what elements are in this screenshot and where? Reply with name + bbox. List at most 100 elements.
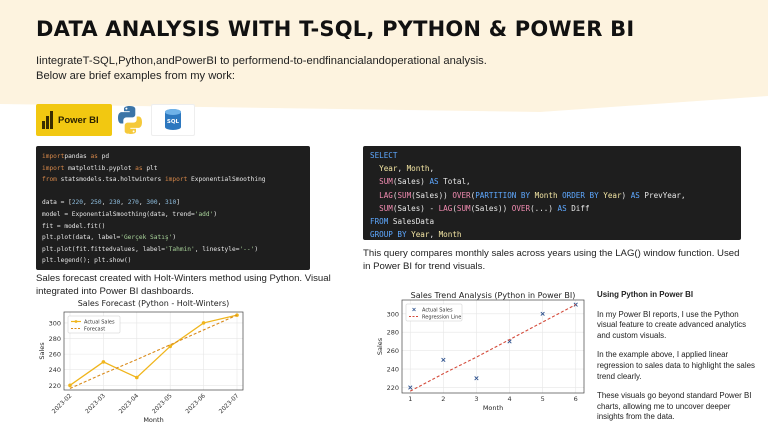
x-tick-label: 2023-02 <box>51 392 74 415</box>
powerbi-bars-icon <box>42 111 53 129</box>
python-code-line: plt.plot(fit.fittedvalues, label='Tahmin… <box>42 244 304 256</box>
side-panel-paragraph-1: In my Power BI reports, I use the Python… <box>597 309 747 340</box>
code-token: fit = model.fit() <box>42 222 106 230</box>
python-code-line: from statsmodels.tsa.holtwinters import … <box>42 174 304 186</box>
data-point <box>101 360 106 364</box>
code-token: SUM <box>456 203 471 213</box>
sql-code-line: LAG(SUM(Sales)) OVER(PARTITION BY Month … <box>370 189 734 202</box>
x-tick-label: 1 <box>408 395 412 403</box>
code-token: ORDER BY <box>562 190 599 200</box>
python-code-line: fit = model.fit() <box>42 221 304 233</box>
legend-swatch <box>412 307 416 312</box>
code-token <box>370 204 379 213</box>
python-logo <box>118 106 142 134</box>
y-tick-label: 300 <box>387 310 399 318</box>
code-token: data = [ <box>42 199 72 207</box>
python-code-block: importpandas as pd import matplotlib.pypl… <box>36 146 310 270</box>
code-token: 310 <box>165 199 177 207</box>
code-token: Month <box>534 190 558 200</box>
code-token: Year <box>379 164 398 174</box>
code-token: matplotlib.pyplot <box>64 164 136 172</box>
python-code-line: plt.plot(data, label='Gerçek Satış') <box>42 232 304 244</box>
sales-forecast-chart: 220 240 260 280 300 2023-02 2023-03 2023-04 2023… <box>38 299 244 424</box>
code-token: 270 <box>127 199 139 207</box>
y-tick-label: 280 <box>387 329 399 337</box>
code-token: import <box>164 176 188 184</box>
code-token: statsmodels.tsa.holtwinters <box>56 176 165 184</box>
data-point <box>408 385 413 390</box>
x-tick-label: 2023-06 <box>184 392 207 415</box>
powerbi-logo: Power BI <box>36 104 112 136</box>
code-token: PARTITION BY <box>475 190 531 200</box>
code-token: OVER <box>511 203 531 213</box>
code-token: ( <box>452 203 457 213</box>
sql-code-block: SELECT Year, Month, SUM(Sales) AS Total,… <box>363 146 741 240</box>
data-point <box>540 311 545 316</box>
y-tick-label: 240 <box>49 366 61 374</box>
sql-code-line: Year, Month, <box>370 162 734 175</box>
python-caption: Sales forecast created with Holt-Winters… <box>36 273 331 297</box>
code-token: Month <box>406 164 430 174</box>
y-tick-label: 220 <box>387 384 399 392</box>
python-code-line: plt.legend(); plt.show() <box>42 255 304 267</box>
code-token: , <box>397 164 407 174</box>
y-tick-label: 260 <box>387 347 399 355</box>
x-tick-label: 2023-05 <box>151 392 174 415</box>
side-panel-paragraph-2: In the example above, I applied linear r… <box>597 350 755 381</box>
code-token: pd <box>97 153 110 160</box>
legend-label: Actual Sales <box>84 320 115 326</box>
code-token: AS <box>557 203 567 213</box>
data-point <box>68 383 72 388</box>
code-token <box>370 191 379 200</box>
sales-trend-chart: 220 240 260 280 300 1 2 3 4 5 6 Actual SalesRegress… <box>376 291 585 412</box>
code-token: as <box>90 153 98 160</box>
code-token <box>370 177 379 186</box>
y-axis-label: Sales <box>376 337 384 355</box>
code-token: (Sales)) <box>411 190 453 200</box>
data-point <box>441 357 446 362</box>
code-token: SalesData <box>388 217 435 227</box>
code-token: ) <box>621 190 631 200</box>
code-token: Diff <box>566 203 590 213</box>
sql-code-line: SUM(Sales) - LAG(SUM(Sales)) OVER(...) A… <box>370 202 734 215</box>
code-token: ] <box>176 199 180 207</box>
code-token: , <box>429 164 435 174</box>
code-token: plt.plot(data, label= <box>42 234 121 242</box>
legend-label: Actual Sales <box>422 308 453 314</box>
code-token: model = ExponentialSmoothing(data, trend… <box>42 210 195 218</box>
x-tick-label: 2 <box>441 395 445 403</box>
code-token: ) <box>213 210 218 218</box>
code-token: 220 <box>71 199 83 207</box>
code-token: , <box>157 199 166 207</box>
code-token: 250 <box>90 199 102 207</box>
code-token: ExponentialSmoothing <box>187 176 266 184</box>
x-tick-label: 2023-07 <box>218 392 241 415</box>
legend-swatch <box>74 320 78 323</box>
code-token <box>370 164 379 173</box>
code-token: LAG <box>438 203 453 213</box>
code-token: , <box>138 199 147 207</box>
sql-code-line: SELECT <box>370 149 734 162</box>
series-line-1 <box>410 304 576 392</box>
data-point <box>135 375 139 380</box>
code-token: ( <box>392 190 398 200</box>
code-token: AS <box>630 190 640 200</box>
plot-frame <box>401 299 585 394</box>
y-tick-label: 220 <box>49 382 61 390</box>
code-token: (Sales)) <box>470 203 512 213</box>
x-tick-label: 4 <box>507 395 511 403</box>
code-token: ) <box>172 234 177 242</box>
code-token: , <box>101 199 110 207</box>
code-token: import <box>42 153 65 160</box>
code-token: , <box>83 199 91 207</box>
code-token: 'Tahmin' <box>164 245 195 253</box>
code-token: ) <box>254 245 259 253</box>
page-title: DATA ANALYSIS WITH T-SQL, PYTHON & POWER… <box>36 17 635 41</box>
side-panel-heading: Using Python in Power BI <box>597 290 694 299</box>
python-code-line: data = [220, 250, 230, 270, 300, 310] <box>42 197 304 209</box>
code-token: , linestyle= <box>194 245 240 253</box>
powerbi-logo-label: Power BI <box>58 114 99 126</box>
y-axis-label: Sales <box>38 342 46 360</box>
code-token: 'Gerçek Satış' <box>120 234 173 242</box>
legend-label: Forecast <box>84 327 105 333</box>
